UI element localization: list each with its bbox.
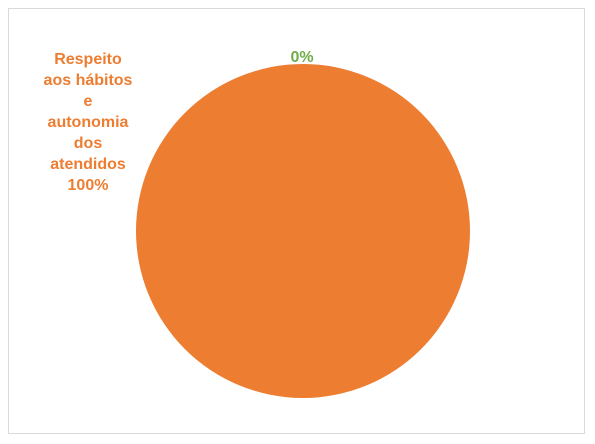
slice-label-line: e: [83, 93, 93, 110]
slice-label-percent: 0%: [290, 49, 314, 66]
slice-label-line: dos: [73, 135, 103, 152]
slice-label-line: Respeito: [54, 51, 122, 68]
slice-label-respeito: Respeito aos hábitos e autonomia dos ate…: [30, 49, 146, 196]
slice-label-zero: 0%: [282, 47, 322, 68]
slice-label-line: atendidos: [50, 156, 126, 173]
slice-label-percent: 100%: [67, 177, 109, 194]
slice-label-line: autonomia: [47, 114, 129, 131]
pie-slice-0: [136, 64, 470, 398]
slice-label-line: aos hábitos: [43, 72, 133, 89]
